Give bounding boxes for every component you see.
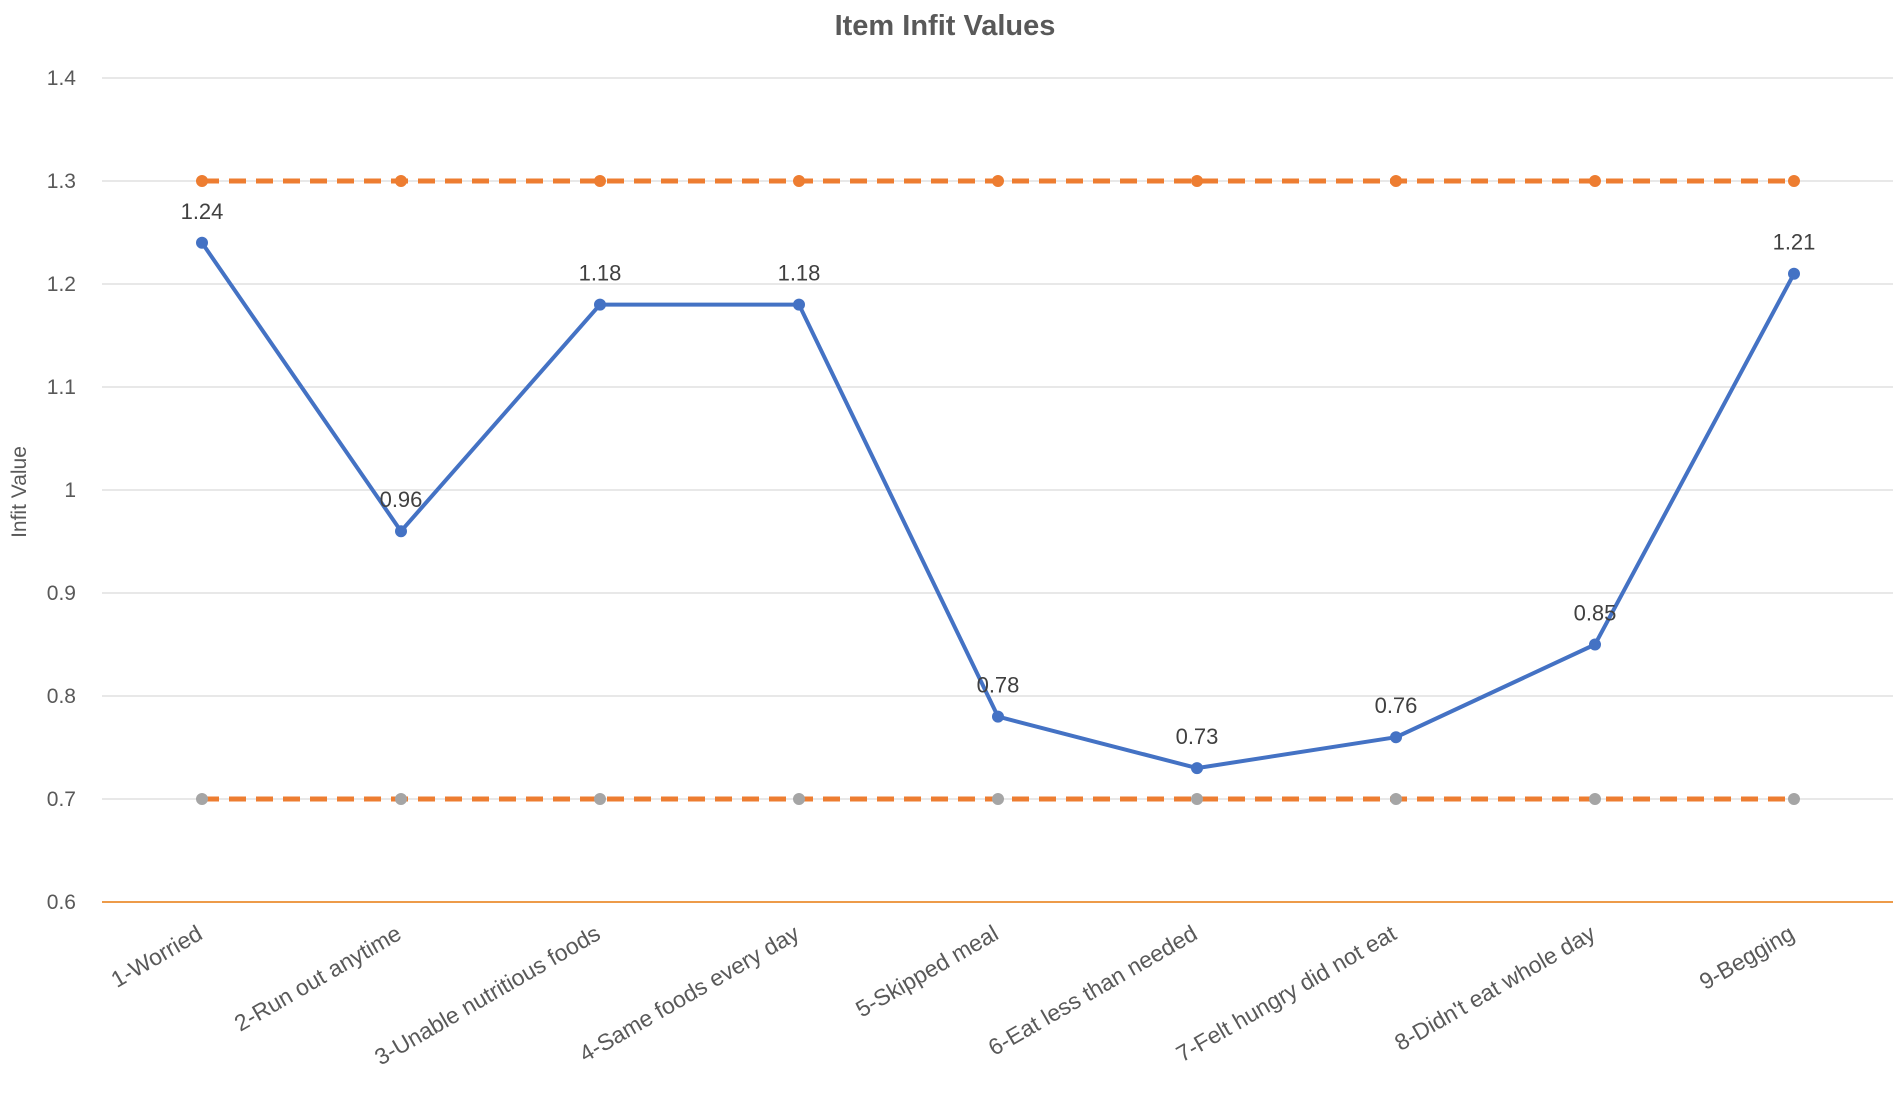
series-point [1788, 175, 1800, 187]
data-label: 1.18 [579, 261, 622, 286]
data-labels: 1.24 0.96 1.18 1.18 0.78 0.73 0.76 0.85 1.21 [181, 199, 1816, 749]
y-tick-label: 1 [64, 479, 76, 502]
series-point [1589, 638, 1601, 651]
series-point [1589, 793, 1601, 805]
series-point [395, 175, 407, 187]
y-tick-label: 0.8 [47, 685, 76, 708]
x-category-label: 9-Begging [1695, 920, 1799, 995]
series-point [1191, 793, 1203, 805]
x-category-label: 1-Worried [106, 920, 206, 993]
series-point [1390, 731, 1402, 744]
x-category-label: 4-Same foods every day [575, 920, 804, 1067]
data-label: 1.24 [181, 199, 224, 224]
series-point [594, 298, 606, 311]
series-point [196, 793, 208, 805]
data-label: 0.96 [380, 487, 423, 512]
y-tick-label: 1.1 [47, 376, 76, 399]
data-label: 0.78 [977, 673, 1020, 698]
x-category-label: 2-Run out anytime [230, 920, 406, 1036]
series-point [1589, 175, 1601, 187]
y-tick-label: 1.3 [47, 170, 76, 193]
series-point [196, 236, 208, 249]
y-axis-ticks: 0.6 0.7 0.8 0.9 1 1.1 1.2 1.3 1.4 [47, 67, 77, 914]
series-point [395, 525, 407, 538]
series-point [793, 298, 805, 311]
x-category-label: 7-Felt hungry did not eat [1172, 920, 1401, 1067]
series-point [1390, 175, 1402, 187]
series-point [1191, 762, 1203, 775]
y-tick-label: 0.6 [47, 891, 76, 914]
series-point [992, 175, 1004, 187]
series-point [395, 793, 407, 805]
series-point [1788, 267, 1800, 280]
y-tick-label: 0.7 [47, 788, 76, 811]
y-tick-label: 1.2 [47, 273, 76, 296]
data-label: 1.18 [778, 261, 821, 286]
data-label: 0.85 [1574, 601, 1617, 626]
y-tick-label: 1.4 [47, 67, 77, 90]
chart-title: Item Infit Values [835, 10, 1056, 42]
data-label: 0.76 [1375, 693, 1418, 718]
series-point [1390, 793, 1402, 805]
data-label: 0.73 [1176, 724, 1219, 749]
x-category-label: 5-Skipped meal [851, 920, 1002, 1022]
series-point [1191, 175, 1203, 187]
series-group [196, 175, 1800, 805]
series-point [992, 793, 1004, 805]
y-axis-title: Infit Value [8, 446, 31, 538]
series-point [196, 175, 208, 187]
series-point [992, 710, 1004, 723]
x-category-label: 8-Didn't eat whole day [1390, 920, 1600, 1056]
series-point [1788, 793, 1800, 805]
series-point [594, 793, 606, 805]
data-label: 1.21 [1773, 230, 1816, 255]
x-category-label: 6-Eat less than needed [984, 920, 1202, 1061]
series-point [793, 175, 805, 187]
series-point [793, 793, 805, 805]
series-point [594, 175, 606, 187]
y-tick-label: 0.9 [47, 582, 76, 605]
